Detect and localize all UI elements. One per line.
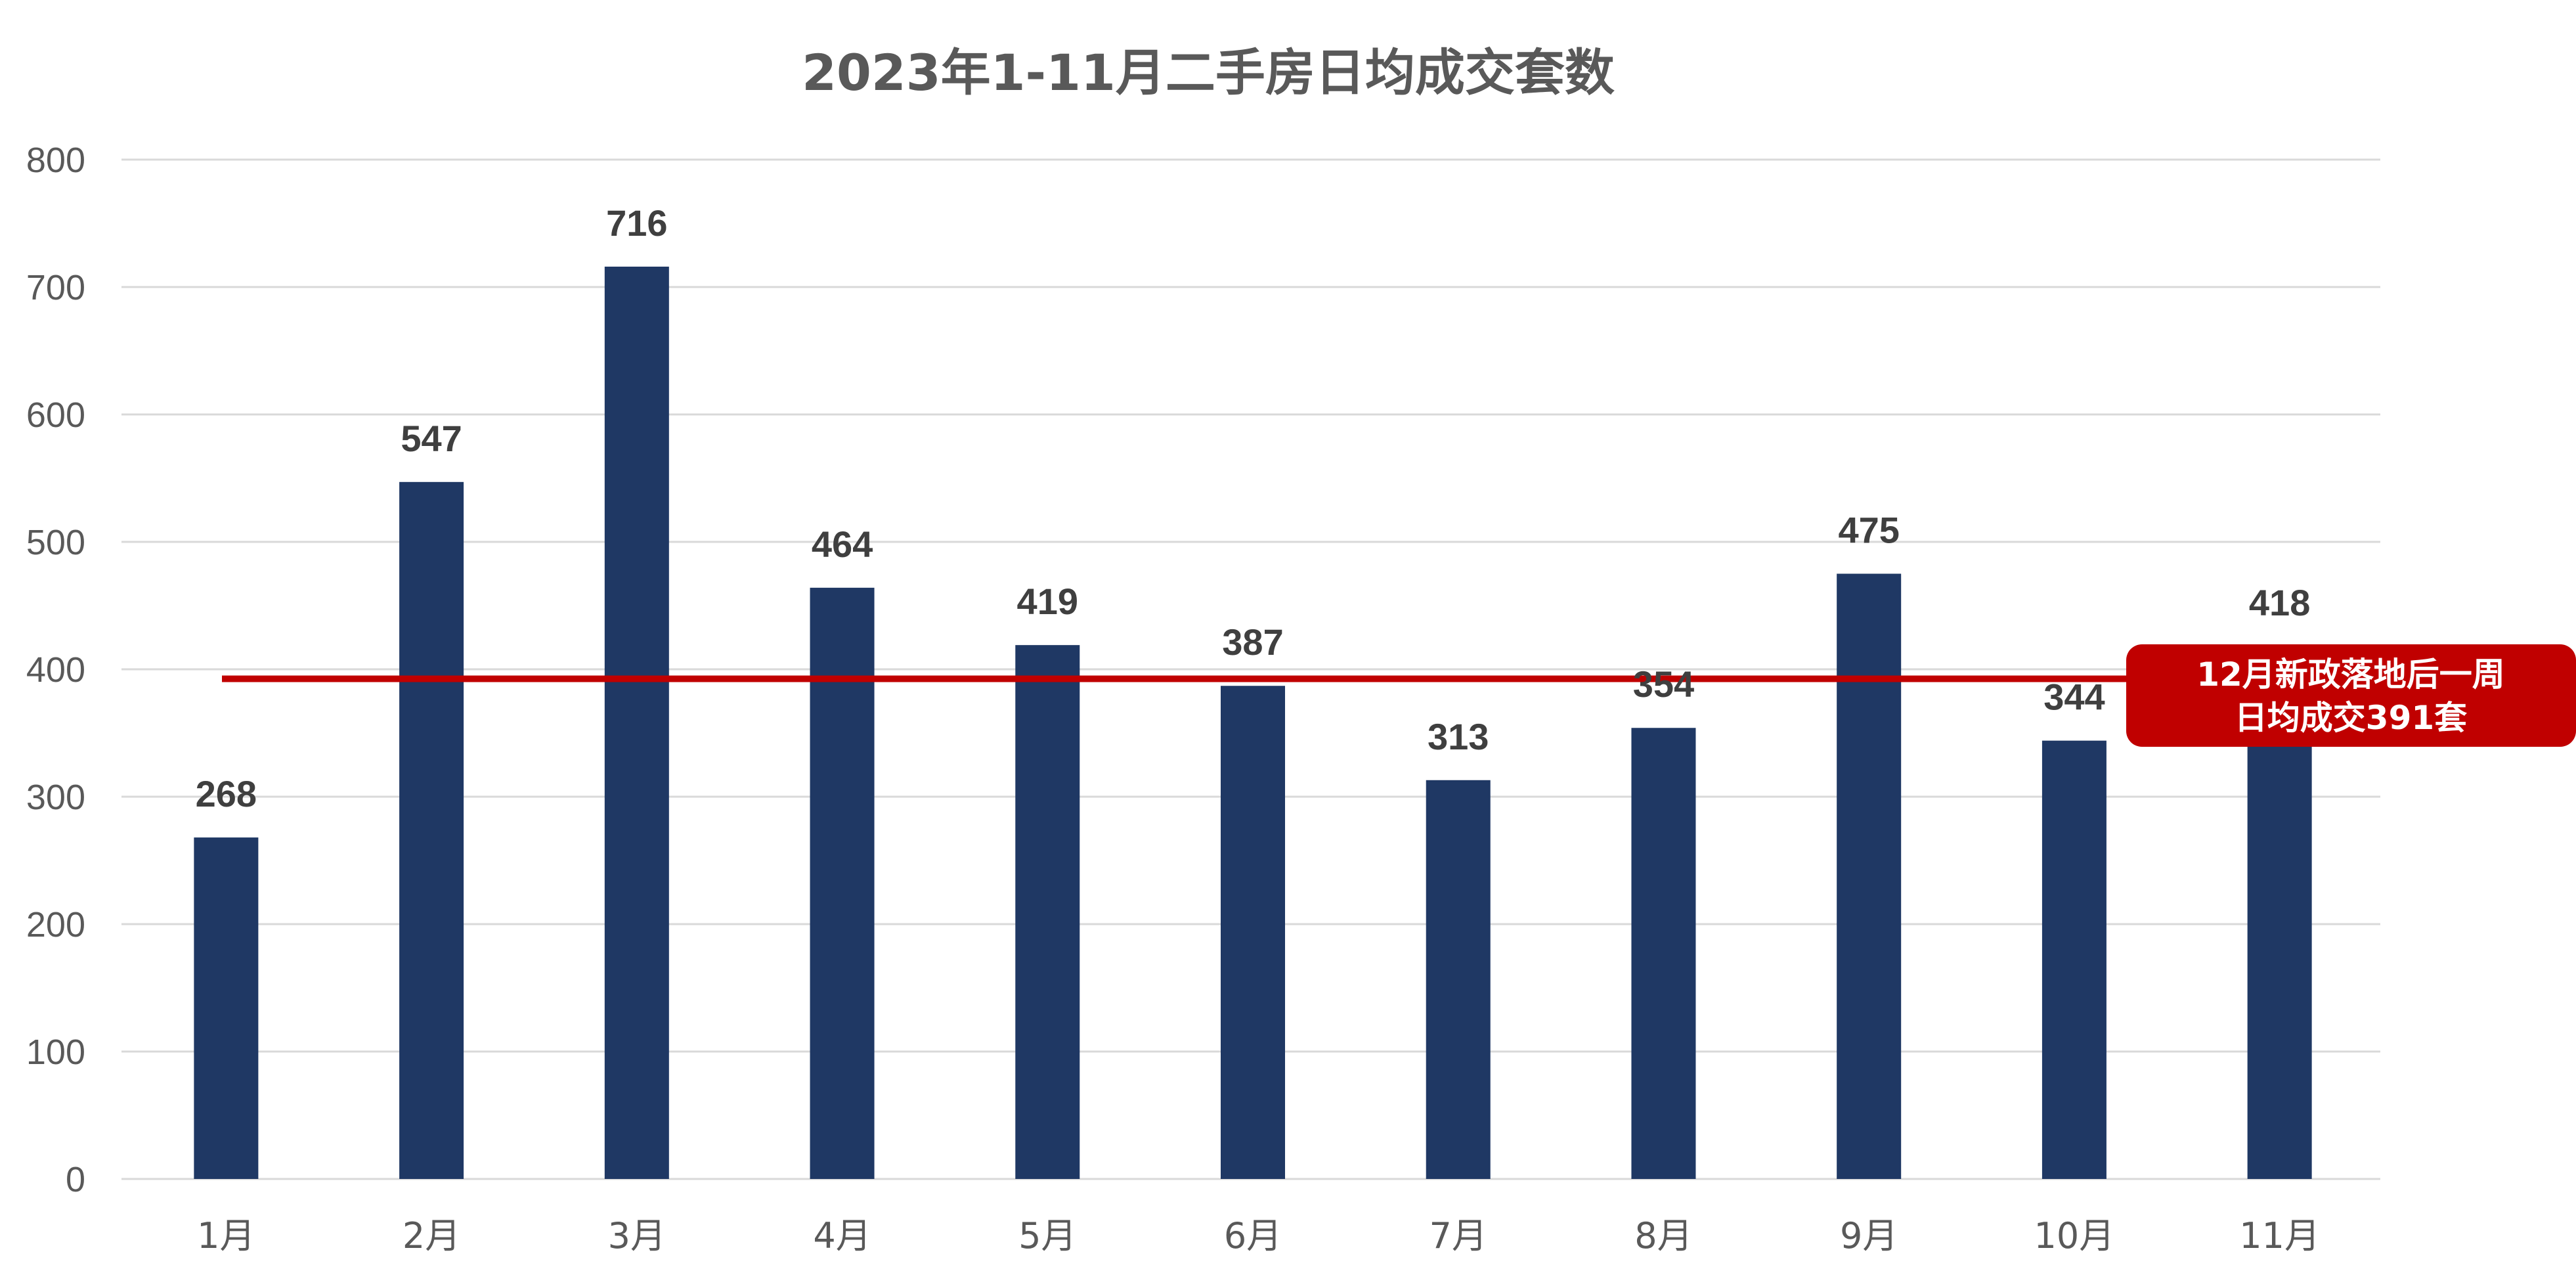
bar	[1837, 573, 1902, 1179]
bar	[604, 266, 669, 1180]
reference-callout: 12月新政落地后一周 日均成交391套	[2126, 644, 2576, 747]
data-label: 547	[401, 418, 462, 459]
data-label: 387	[1222, 621, 1283, 663]
y-tick-label: 700	[26, 268, 85, 307]
x-axis-category-labels: 1月 2月 3月 4月 5月 6月 7月 8月 9月 10月 11月	[197, 1215, 2320, 1256]
y-tick-label: 0	[66, 1160, 85, 1199]
x-tick-label: 6月	[1224, 1215, 1282, 1256]
data-labels: 268 547 716 464 419 387 313 354 475 344 418	[196, 202, 2311, 814]
x-tick-label: 3月	[608, 1215, 666, 1256]
x-tick-label: 1月	[197, 1215, 255, 1256]
y-tick-label: 500	[26, 523, 85, 562]
data-label: 475	[1838, 510, 1899, 551]
data-label: 354	[1633, 663, 1694, 705]
bar	[1426, 780, 1491, 1179]
callout-line-2: 日均成交391套	[2235, 699, 2467, 737]
chart-title: 2023年1-11月二手房日均成交套数	[802, 43, 1615, 102]
bar	[810, 587, 875, 1179]
y-tick-label: 300	[26, 778, 85, 817]
bar	[194, 837, 259, 1179]
data-label: 268	[196, 773, 257, 814]
data-label: 419	[1017, 581, 1078, 622]
data-label: 418	[2249, 582, 2310, 623]
data-label: 313	[1428, 716, 1489, 757]
x-tick-label: 10月	[2034, 1215, 2115, 1256]
y-tick-label: 200	[26, 905, 85, 944]
bar	[1221, 686, 1285, 1179]
y-tick-label: 100	[26, 1033, 85, 1072]
y-axis-tick-labels: 0 100 200 300 400 500 600 700 800	[26, 141, 85, 1199]
x-tick-label: 11月	[2239, 1215, 2320, 1256]
callout-line-1: 12月新政落地后一周	[2196, 655, 2505, 694]
y-tick-label: 400	[26, 650, 85, 690]
data-label: 716	[606, 202, 667, 244]
bars	[194, 266, 2312, 1180]
x-tick-label: 8月	[1634, 1215, 1692, 1256]
x-tick-label: 2月	[403, 1215, 460, 1256]
x-tick-label: 7月	[1430, 1215, 1487, 1256]
callout-box	[2126, 644, 2576, 747]
data-label: 464	[812, 523, 873, 565]
y-tick-label: 800	[26, 141, 85, 180]
bar	[399, 481, 464, 1179]
bar	[2041, 740, 2107, 1179]
gridlines	[121, 158, 2380, 1180]
x-tick-label: 4月	[813, 1215, 871, 1256]
x-tick-label: 9月	[1840, 1215, 1898, 1256]
data-label: 344	[2043, 677, 2105, 718]
bar	[1631, 728, 1696, 1179]
bar	[1015, 645, 1080, 1179]
y-tick-label: 600	[26, 395, 85, 435]
x-tick-label: 5月	[1018, 1215, 1076, 1256]
